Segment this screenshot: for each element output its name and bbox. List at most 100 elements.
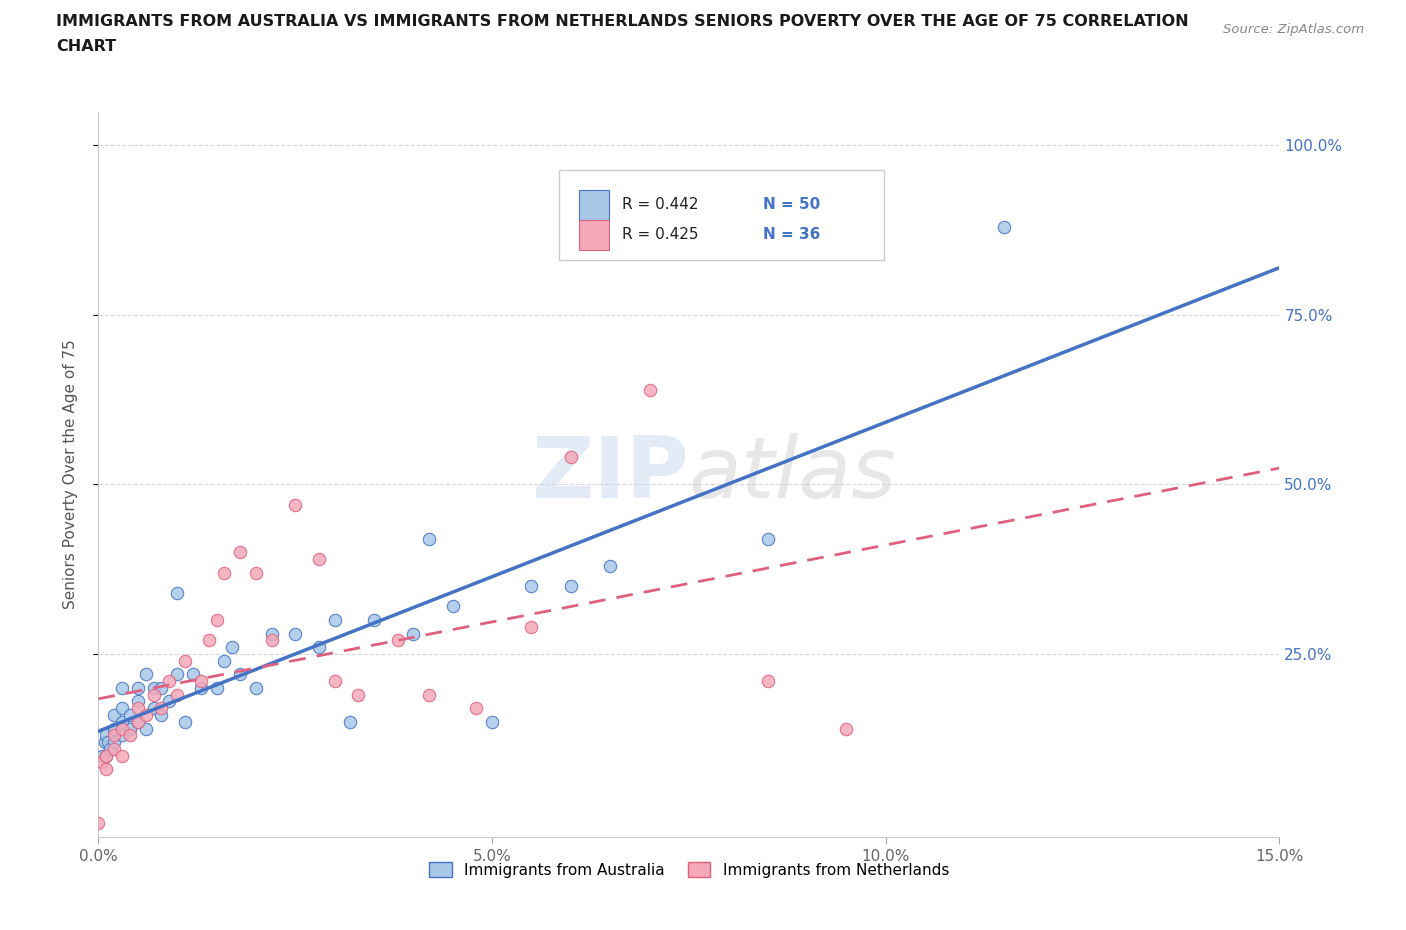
Point: [142, 687, 165, 702]
Point: [363, 613, 385, 628]
Point: [205, 681, 228, 696]
Text: Source: ZipAtlas.com: Source: ZipAtlas.com: [1223, 23, 1364, 36]
Point: [308, 551, 330, 566]
Point: [127, 681, 149, 696]
Text: ZIP: ZIP: [531, 432, 689, 516]
Point: [260, 633, 283, 648]
Point: [103, 721, 125, 736]
Point: [190, 673, 212, 688]
Point: [441, 599, 464, 614]
Point: [284, 498, 307, 512]
Point: [96, 762, 118, 777]
Point: [111, 721, 134, 736]
Point: [520, 619, 543, 634]
Legend: Immigrants from Australia, Immigrants from Netherlands: Immigrants from Australia, Immigrants fr…: [423, 856, 955, 884]
Point: [157, 694, 180, 709]
Text: R = 0.442: R = 0.442: [621, 197, 699, 212]
Point: [135, 708, 157, 723]
Point: [308, 640, 330, 655]
Point: [756, 673, 779, 688]
Point: [166, 586, 188, 601]
Point: [166, 687, 188, 702]
Point: [111, 681, 134, 696]
Point: [118, 708, 141, 723]
Point: [166, 667, 188, 682]
Point: [98, 741, 121, 756]
Point: [96, 728, 118, 743]
Point: [150, 700, 173, 715]
Text: IMMIGRANTS FROM AUSTRALIA VS IMMIGRANTS FROM NETHERLANDS SENIORS POVERTY OVER TH: IMMIGRANTS FROM AUSTRALIA VS IMMIGRANTS …: [56, 14, 1189, 29]
Point: [127, 714, 149, 729]
Text: N = 36: N = 36: [763, 228, 821, 243]
Point: [111, 700, 134, 715]
Point: [347, 687, 370, 702]
Point: [560, 578, 582, 593]
Point: [197, 633, 219, 648]
Point: [135, 721, 157, 736]
Point: [260, 626, 283, 641]
Text: atlas: atlas: [689, 432, 897, 516]
Text: R = 0.425: R = 0.425: [621, 228, 699, 243]
Point: [323, 613, 346, 628]
Point: [103, 728, 125, 743]
Point: [103, 741, 125, 756]
Point: [91, 749, 114, 764]
Point: [339, 714, 361, 729]
Point: [465, 700, 488, 715]
Point: [993, 219, 1015, 234]
Point: [560, 450, 582, 465]
Point: [245, 681, 267, 696]
Point: [599, 558, 621, 573]
Point: [111, 714, 134, 729]
Point: [205, 613, 228, 628]
Point: [91, 755, 114, 770]
Point: [87, 816, 110, 830]
Point: [97, 735, 120, 750]
Point: [142, 700, 165, 715]
Point: [190, 681, 212, 696]
Point: [229, 667, 252, 682]
Point: [284, 626, 307, 641]
Point: [103, 735, 125, 750]
Point: [520, 578, 543, 593]
Point: [135, 667, 157, 682]
Point: [481, 714, 503, 729]
Point: [150, 708, 173, 723]
Point: [111, 728, 134, 743]
Point: [103, 708, 125, 723]
Point: [127, 694, 149, 709]
Point: [756, 531, 779, 546]
Point: [402, 626, 425, 641]
Point: [418, 531, 440, 546]
Point: [118, 728, 141, 743]
Point: [221, 640, 243, 655]
Point: [96, 749, 118, 764]
Bar: [579, 219, 609, 250]
Point: [638, 382, 661, 397]
Point: [174, 714, 197, 729]
Point: [111, 749, 134, 764]
Point: [214, 565, 236, 580]
Point: [181, 667, 204, 682]
Y-axis label: Seniors Poverty Over the Age of 75: Seniors Poverty Over the Age of 75: [63, 339, 77, 609]
Point: [96, 749, 118, 764]
Point: [127, 714, 149, 729]
Point: [323, 673, 346, 688]
Point: [245, 565, 267, 580]
Point: [150, 681, 173, 696]
Text: CHART: CHART: [56, 39, 117, 54]
Point: [229, 545, 252, 560]
Point: [118, 721, 141, 736]
FancyBboxPatch shape: [560, 169, 884, 260]
Point: [214, 653, 236, 668]
Point: [127, 700, 149, 715]
Point: [835, 721, 858, 736]
Text: N = 50: N = 50: [763, 197, 821, 212]
Point: [418, 687, 440, 702]
Point: [387, 633, 409, 648]
Bar: [579, 190, 609, 220]
Point: [93, 735, 115, 750]
Point: [174, 653, 197, 668]
Point: [142, 681, 165, 696]
Point: [157, 673, 180, 688]
